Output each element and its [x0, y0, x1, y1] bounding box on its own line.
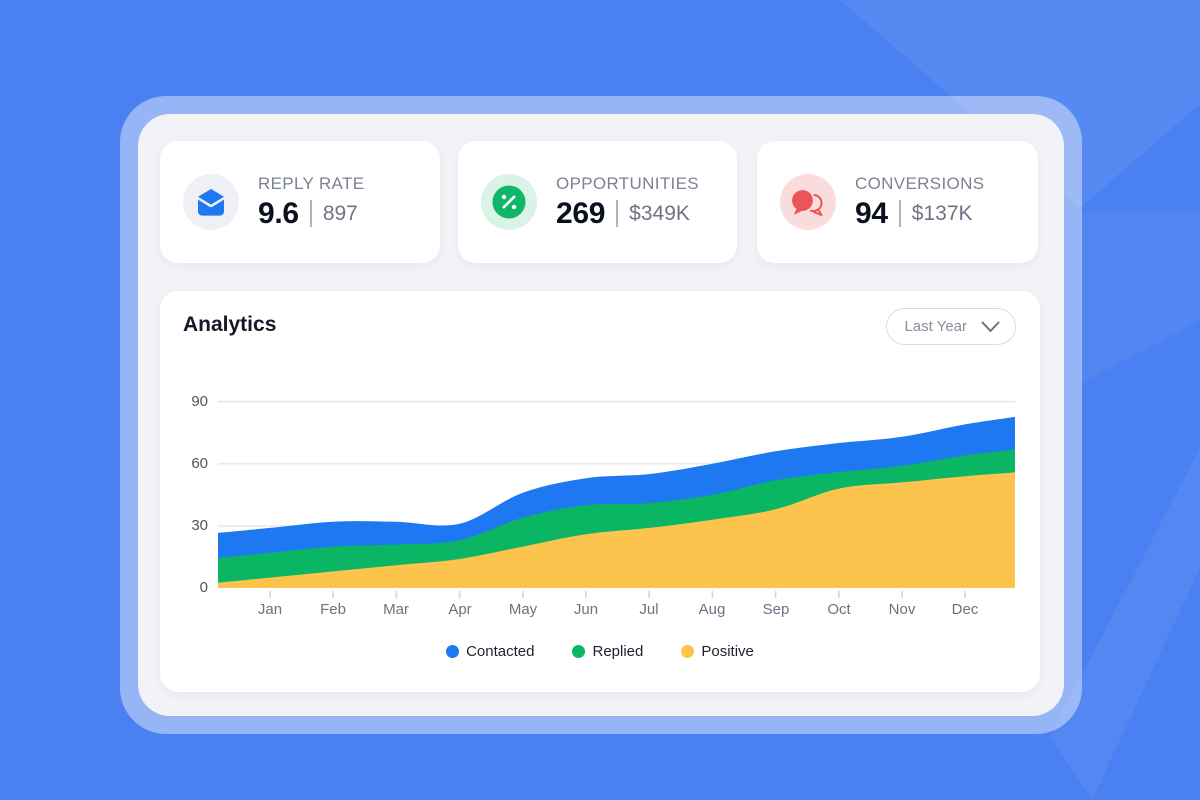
x-axis-label: Oct: [827, 601, 851, 618]
area-positive: [218, 472, 1015, 588]
stat-divider: [616, 200, 619, 227]
stat-divider: [309, 200, 312, 227]
time-range-dropdown[interactable]: Last Year: [886, 308, 1016, 345]
legend-dot: [681, 645, 695, 658]
stat-secondary-value: 897: [322, 201, 358, 225]
x-axis-label: Jul: [639, 601, 659, 618]
x-axis-label: Jan: [257, 601, 283, 618]
y-axis-label: 30: [191, 517, 208, 534]
chart-plot: [218, 395, 1015, 604]
stat-secondary-value: $349K: [629, 201, 690, 225]
chart-x-axis: Jan Feb Mar Apr May Jun Jul Aug Sep Oct Nov Dec: [218, 601, 1015, 621]
stat-card-reply-rate: REPLY RATE 9.6 897: [160, 141, 440, 263]
analytics-title: Analytics: [183, 313, 277, 336]
stat-divider: [898, 200, 901, 227]
stat-label: REPLY RATE: [258, 173, 365, 193]
chart-svg: [218, 400, 1015, 598]
stat-value: 94: [855, 196, 888, 230]
legend-label: Positive: [701, 643, 754, 660]
x-axis-label: Jun: [573, 601, 599, 618]
x-axis-label: May: [508, 601, 538, 618]
y-axis-label: 90: [191, 393, 208, 410]
x-axis-label: Mar: [383, 601, 409, 618]
x-axis-label: Sep: [762, 601, 790, 618]
mail-icon: [183, 174, 239, 230]
legend-dot: [446, 645, 460, 658]
legend-dot: [572, 645, 586, 658]
stat-card-opportunities: OPPORTUNITIES 269 $349K: [458, 141, 737, 263]
chat-icon: [780, 174, 836, 230]
stat-secondary-value: $137K: [911, 201, 973, 225]
x-axis-label: Aug: [698, 601, 726, 618]
x-axis-label: Feb: [320, 601, 346, 618]
legend-item-replied: Replied: [572, 643, 643, 660]
legend-label: Replied: [592, 643, 644, 660]
percent-icon: [481, 174, 537, 230]
legend-item-positive: Positive: [681, 643, 754, 660]
x-axis-label: Apr: [448, 601, 472, 618]
y-axis-label: 0: [199, 579, 208, 596]
chart-y-axis: 0 30 60 90: [168, 393, 208, 605]
stat-label: CONVERSIONS: [855, 173, 985, 193]
y-axis-label: 60: [191, 455, 208, 472]
stat-value: 9.6: [258, 196, 299, 230]
chevron-down-icon: [981, 321, 1000, 333]
x-axis-label: Dec: [951, 601, 979, 618]
time-range-value: Last Year: [904, 318, 967, 335]
analytics-card: Analytics Last Year 0 30 60 90 Jan Feb Mar Apr…: [160, 291, 1040, 692]
chart-legend: Contacted Replied Positive: [160, 643, 1040, 660]
x-axis-label: Nov: [888, 601, 916, 618]
legend-item-contacted: Contacted: [446, 643, 534, 660]
stat-label: OPPORTUNITIES: [556, 173, 699, 193]
legend-label: Contacted: [466, 643, 535, 660]
stat-value: 269: [556, 196, 606, 230]
stat-card-conversions: CONVERSIONS 94 $137K: [757, 141, 1038, 263]
